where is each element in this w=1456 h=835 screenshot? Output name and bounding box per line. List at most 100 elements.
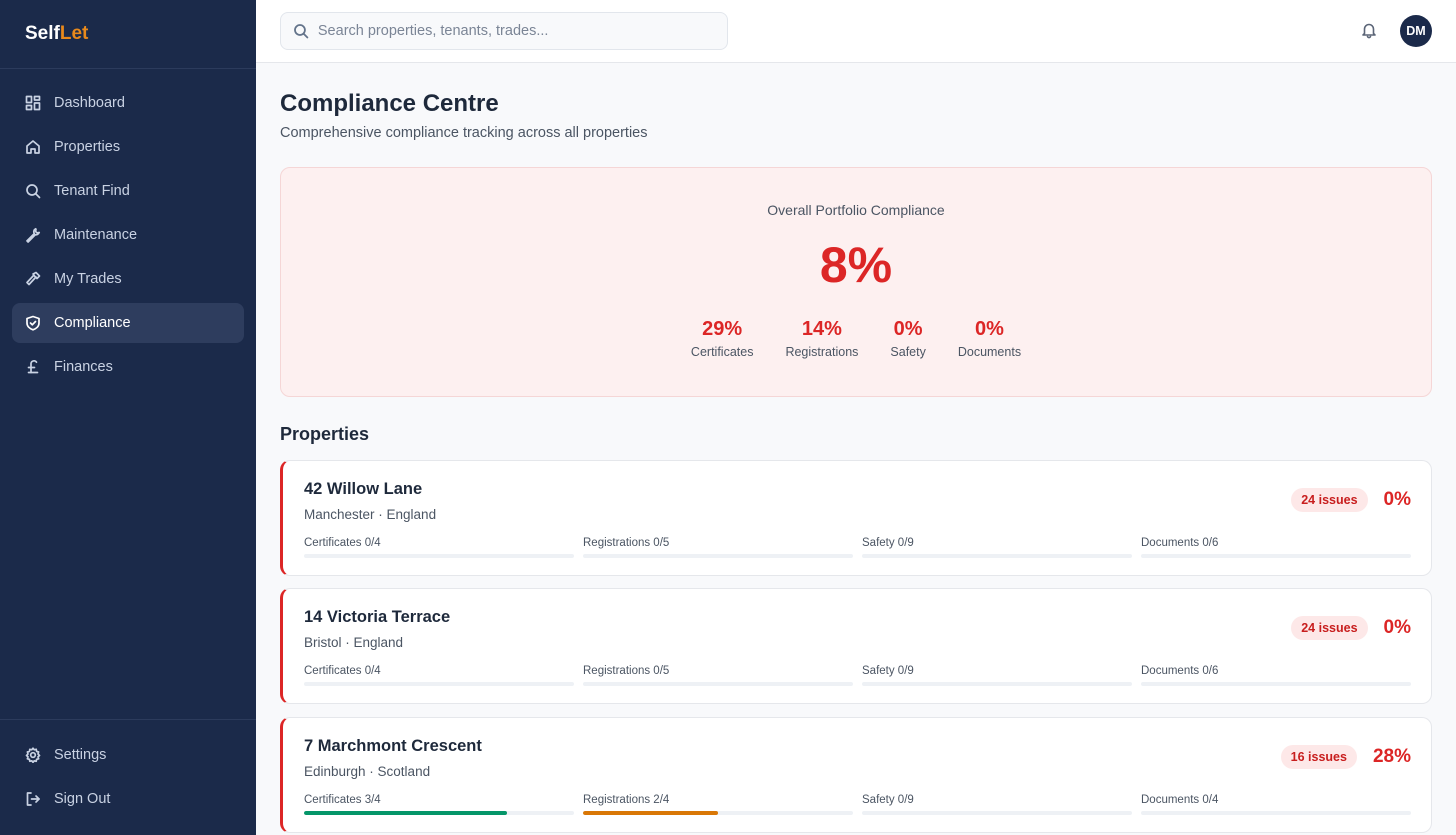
- sidebar-item-label: My Trades: [54, 271, 122, 287]
- search-icon: [25, 183, 41, 199]
- bar-label: Safety 0/9: [862, 794, 914, 806]
- sidebar: Self Let Dashboard Properties Tenant Find…: [0, 0, 256, 835]
- property-summary: 16 issues 28%: [1280, 745, 1411, 769]
- logo-text-self: Self: [25, 23, 60, 44]
- sidebar-item-settings[interactable]: Settings: [12, 735, 244, 775]
- sign-out-icon: [25, 791, 41, 807]
- progress-track: [1141, 811, 1411, 815]
- progress-track: [304, 554, 574, 558]
- stat-label: Registrations: [785, 345, 859, 359]
- sidebar-item-label: Maintenance: [54, 227, 138, 243]
- property-compliance-percent: 0%: [1383, 489, 1411, 510]
- stat-value: 0%: [975, 318, 1004, 340]
- bar-label: Documents 0/4: [1141, 794, 1219, 806]
- property-name[interactable]: 42 Willow Lane: [304, 480, 423, 498]
- progress-track: [583, 811, 853, 815]
- sidebar-item-label: Tenant Find: [54, 183, 130, 199]
- bar-certificates: Certificates 0/4: [304, 665, 574, 686]
- bar-safety: Safety 0/9: [862, 537, 1132, 558]
- progress-fill: [583, 811, 718, 815]
- stat-value: 0%: [893, 318, 923, 340]
- stat-label: Safety: [890, 345, 926, 359]
- sidebar-item-label: Dashboard: [54, 95, 125, 111]
- bar-certificates: Certificates 0/4: [304, 537, 574, 558]
- bar-documents: Documents 0/4: [1141, 794, 1411, 815]
- overall-compliance-percent: 8%: [819, 237, 893, 293]
- property-card[interactable]: 42 Willow Lane Manchester · England 24 i…: [280, 460, 1432, 576]
- progress-track: [1141, 682, 1411, 686]
- dashboard-icon: [25, 95, 41, 111]
- topbar: DM: [256, 0, 1456, 63]
- home-icon: [25, 139, 41, 155]
- compliance-bars: Certificates 3/4 Registrations 2/4 Safet…: [304, 794, 1411, 815]
- bar-label: Registrations 2/4: [583, 794, 670, 806]
- property-location: Edinburgh · Scotland: [304, 764, 431, 779]
- gear-icon: [25, 747, 41, 763]
- sidebar-item-label: Settings: [54, 747, 107, 763]
- overall-compliance-panel: Overall Portfolio Compliance 8% 29% Cert…: [280, 167, 1432, 397]
- issues-badge: 24 issues: [1291, 616, 1368, 640]
- notifications-button[interactable]: [1360, 21, 1380, 41]
- sidebar-item-maintenance[interactable]: Maintenance: [12, 215, 244, 255]
- hammer-icon: [25, 271, 41, 287]
- pound-icon: [25, 359, 41, 375]
- progress-track: [1141, 554, 1411, 558]
- sidebar-item-label: Sign Out: [54, 791, 111, 807]
- bell-icon: [1362, 23, 1376, 39]
- sidebar-item-sign-out[interactable]: Sign Out: [12, 779, 244, 819]
- search-icon: [294, 24, 309, 39]
- bar-label: Safety 0/9: [862, 665, 914, 677]
- logo[interactable]: Self Let: [0, 0, 256, 69]
- shield-check-icon: [25, 315, 41, 331]
- search-box[interactable]: [280, 12, 728, 50]
- property-name[interactable]: 14 Victoria Terrace: [304, 608, 451, 626]
- stat-documents: 0% Documents: [958, 318, 1021, 359]
- bar-label: Safety 0/9: [862, 537, 914, 549]
- bar-label: Documents 0/6: [1141, 537, 1219, 549]
- sidebar-item-my-trades[interactable]: My Trades: [12, 259, 244, 299]
- bar-label: Certificates 0/4: [304, 665, 381, 677]
- property-summary: 24 issues 0%: [1291, 616, 1411, 640]
- sidebar-item-properties[interactable]: Properties: [12, 127, 244, 167]
- page-title: Compliance Centre: [280, 90, 499, 117]
- search-input[interactable]: [317, 23, 715, 39]
- property-card[interactable]: 14 Victoria Terrace Bristol · England 24…: [280, 588, 1432, 704]
- compliance-bars: Certificates 0/4 Registrations 0/5 Safet…: [304, 537, 1411, 558]
- overall-compliance-label: Overall Portfolio Compliance: [767, 202, 945, 218]
- sidebar-item-label: Finances: [54, 359, 113, 375]
- sidebar-bottom: Settings Sign Out: [0, 719, 256, 835]
- bar-documents: Documents 0/6: [1141, 665, 1411, 686]
- property-compliance-percent: 28%: [1372, 746, 1411, 767]
- sidebar-item-finances[interactable]: Finances: [12, 347, 244, 387]
- issues-badge: 24 issues: [1291, 488, 1368, 512]
- logo-text-let: Let: [59, 23, 89, 44]
- sidebar-nav: Dashboard Properties Tenant Find Mainten…: [0, 69, 256, 387]
- property-name[interactable]: 7 Marchmont Crescent: [304, 737, 482, 755]
- bar-label: Registrations 0/5: [583, 665, 670, 677]
- avatar[interactable]: DM: [1400, 15, 1432, 47]
- stat-certificates: 29% Certificates: [691, 318, 754, 359]
- property-card[interactable]: 7 Marchmont Crescent Edinburgh · Scotlan…: [280, 717, 1432, 833]
- sidebar-item-label: Compliance: [54, 315, 131, 331]
- sidebar-item-tenant-find[interactable]: Tenant Find: [12, 171, 244, 211]
- page-subtitle: Comprehensive compliance tracking across…: [280, 125, 648, 141]
- progress-fill: [304, 811, 507, 815]
- stat-value: 29%: [702, 318, 743, 340]
- stat-safety: 0% Safety: [890, 318, 925, 359]
- property-summary: 24 issues 0%: [1291, 488, 1411, 512]
- bar-registrations: Registrations 0/5: [583, 665, 853, 686]
- sidebar-item-compliance[interactable]: Compliance: [12, 303, 244, 343]
- properties-section-title: Properties: [280, 424, 370, 444]
- property-location: Bristol · England: [304, 635, 404, 650]
- progress-track: [304, 682, 574, 686]
- bar-safety: Safety 0/9: [862, 665, 1132, 686]
- sidebar-item-dashboard[interactable]: Dashboard: [12, 83, 244, 123]
- bar-label: Registrations 0/5: [583, 537, 670, 549]
- bar-documents: Documents 0/6: [1141, 537, 1411, 558]
- compliance-stats: 29% Certificates 14% Registrations 0% Sa…: [281, 318, 1431, 359]
- property-location: Manchester · England: [304, 507, 437, 522]
- stat-value: 14%: [801, 318, 842, 340]
- progress-track: [583, 682, 853, 686]
- progress-track: [862, 682, 1132, 686]
- bar-certificates: Certificates 3/4: [304, 794, 574, 815]
